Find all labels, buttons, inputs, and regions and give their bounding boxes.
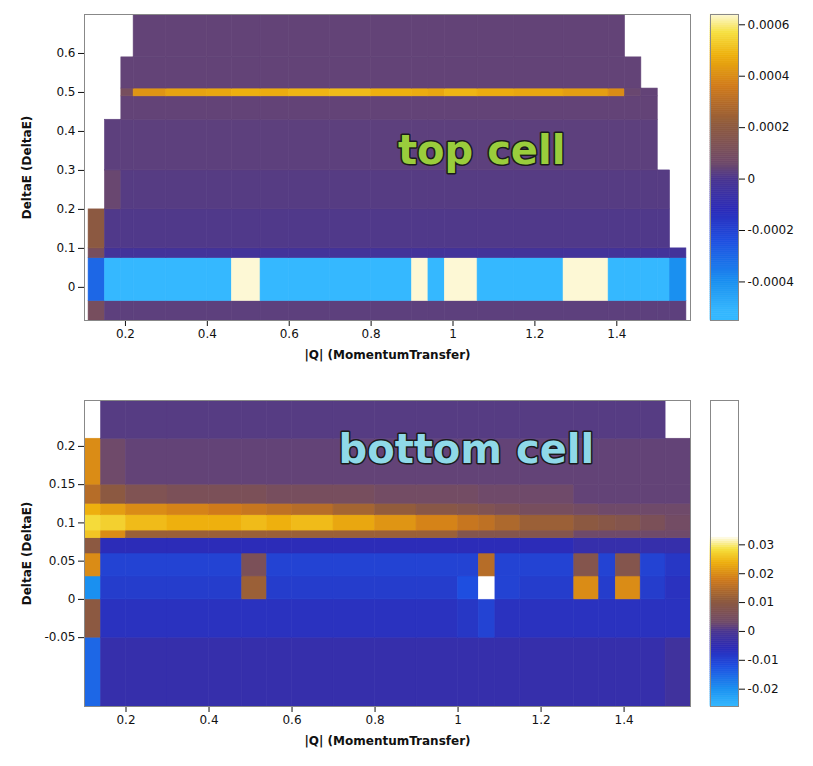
svg-text:|Q| (MomentumTransfer): |Q| (MomentumTransfer): [304, 348, 470, 362]
svg-text:top cell: top cell: [398, 127, 565, 173]
svg-text:0.0002: 0.0002: [748, 120, 790, 134]
svg-text:1.2: 1.2: [525, 327, 544, 341]
svg-text:0.01: 0.01: [748, 595, 775, 609]
svg-text:1: 1: [454, 713, 462, 727]
svg-text:-0.05: -0.05: [44, 630, 75, 644]
svg-text:0: 0: [748, 624, 756, 638]
svg-text:|Q| (MomentumTransfer): |Q| (MomentumTransfer): [304, 734, 470, 748]
svg-text:0.8: 0.8: [366, 713, 385, 727]
svg-text:0: 0: [748, 172, 756, 186]
svg-text:-0.02: -0.02: [748, 682, 779, 696]
svg-text:1.4: 1.4: [615, 713, 634, 727]
svg-text:0: 0: [68, 592, 76, 606]
svg-text:0.15: 0.15: [49, 477, 76, 491]
svg-text:0.1: 0.1: [56, 241, 75, 255]
svg-text:1.2: 1.2: [532, 713, 551, 727]
svg-text:bottom cell: bottom cell: [339, 426, 595, 472]
svg-text:0.8: 0.8: [362, 327, 381, 341]
svg-text:0.2: 0.2: [56, 439, 75, 453]
svg-text:0.6: 0.6: [56, 46, 75, 60]
svg-text:0.4: 0.4: [56, 124, 75, 138]
svg-text:0.6: 0.6: [280, 327, 299, 341]
svg-text:0.0004: 0.0004: [748, 69, 790, 83]
svg-text:0.4: 0.4: [199, 713, 218, 727]
svg-text:0.03: 0.03: [748, 538, 775, 552]
svg-text:0.6: 0.6: [282, 713, 301, 727]
svg-text:0.02: 0.02: [748, 567, 775, 581]
svg-text:0.2: 0.2: [116, 713, 135, 727]
svg-text:0.05: 0.05: [49, 554, 76, 568]
svg-text:1.4: 1.4: [607, 327, 626, 341]
svg-text:0.3: 0.3: [56, 163, 75, 177]
svg-text:-0.01: -0.01: [748, 653, 779, 667]
svg-text:DeltaE (DeltaE): DeltaE (DeltaE): [20, 502, 34, 606]
svg-text:DeltaE (DeltaE): DeltaE (DeltaE): [20, 116, 34, 220]
svg-text:0: 0: [68, 280, 76, 294]
svg-text:0.4: 0.4: [198, 327, 217, 341]
svg-text:0.2: 0.2: [56, 202, 75, 216]
svg-text:-0.0004: -0.0004: [748, 275, 794, 289]
svg-text:0.0006: 0.0006: [748, 18, 790, 32]
svg-text:0.1: 0.1: [56, 516, 75, 530]
svg-text:0.2: 0.2: [116, 327, 135, 341]
svg-text:-0.0002: -0.0002: [748, 223, 794, 237]
svg-text:1: 1: [449, 327, 457, 341]
svg-text:0.5: 0.5: [56, 85, 75, 99]
